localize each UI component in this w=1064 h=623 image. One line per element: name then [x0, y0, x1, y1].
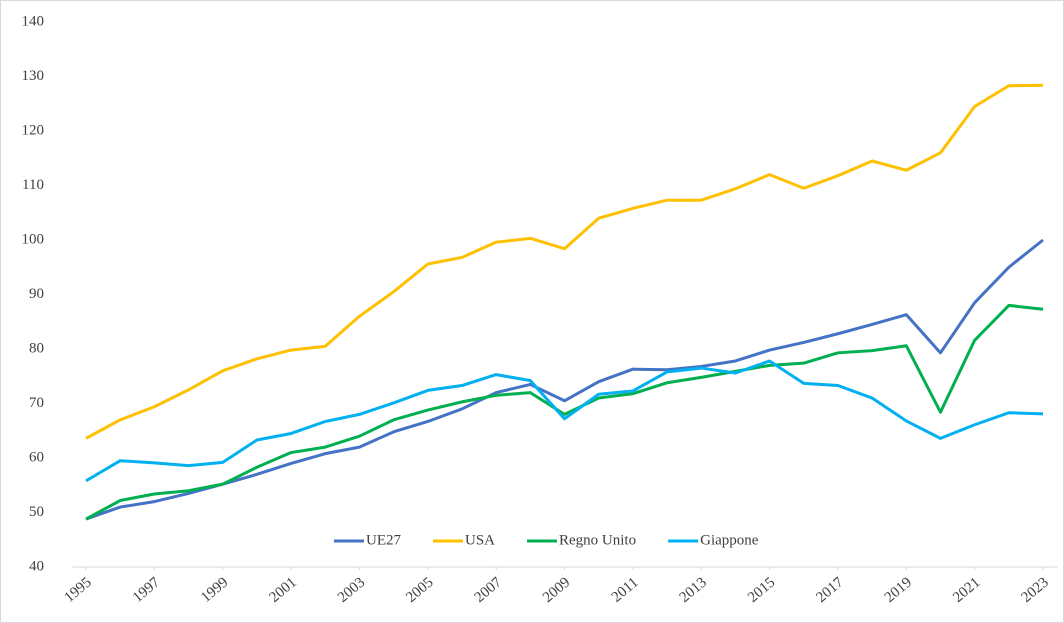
- y-tick-label: 80: [29, 340, 44, 356]
- legend-label: USA: [465, 532, 495, 548]
- y-tick-label: 90: [29, 286, 44, 302]
- y-tick-label: 130: [22, 68, 45, 84]
- legend-label: Regno Unito: [559, 532, 636, 548]
- series-line: [85, 303, 1044, 521]
- series-line: [85, 83, 1044, 440]
- y-tick-label: 120: [22, 122, 45, 138]
- x-tick-label: 1999: [198, 574, 231, 606]
- x-tick-label: 2017: [813, 574, 847, 606]
- x-tick-label: 2009: [540, 574, 573, 606]
- y-tick-label: 40: [29, 558, 44, 574]
- x-tick-label: 1995: [62, 574, 95, 606]
- series-line: [85, 238, 1044, 521]
- x-tick-label: 2023: [1019, 574, 1052, 606]
- y-tick-label: 140: [22, 13, 45, 29]
- x-tick-label: 2007: [472, 574, 506, 606]
- y-tick-label: 110: [22, 177, 44, 193]
- legend-label: Giappone: [700, 532, 759, 548]
- x-tick-label: 2013: [677, 574, 710, 606]
- x-tick-label: 2011: [609, 574, 642, 605]
- series-line: [85, 359, 1044, 483]
- y-tick-label: 100: [22, 231, 45, 247]
- x-tick-label: 2021: [950, 574, 983, 606]
- y-tick-label: 50: [29, 504, 44, 520]
- x-tick-label: 1997: [130, 574, 164, 606]
- legend-label: UE27: [366, 532, 401, 548]
- y-tick-label: 60: [29, 449, 44, 465]
- x-tick-label: 2003: [335, 574, 368, 606]
- x-tick-label: 2001: [267, 574, 300, 606]
- legend: UE27 USA Regno Unito Giappone: [334, 532, 759, 548]
- y-tick-label: 70: [29, 395, 44, 411]
- x-tick-label: 2019: [882, 574, 915, 606]
- x-tick-label: 2015: [745, 574, 778, 606]
- x-tick-label: 2005: [403, 574, 436, 606]
